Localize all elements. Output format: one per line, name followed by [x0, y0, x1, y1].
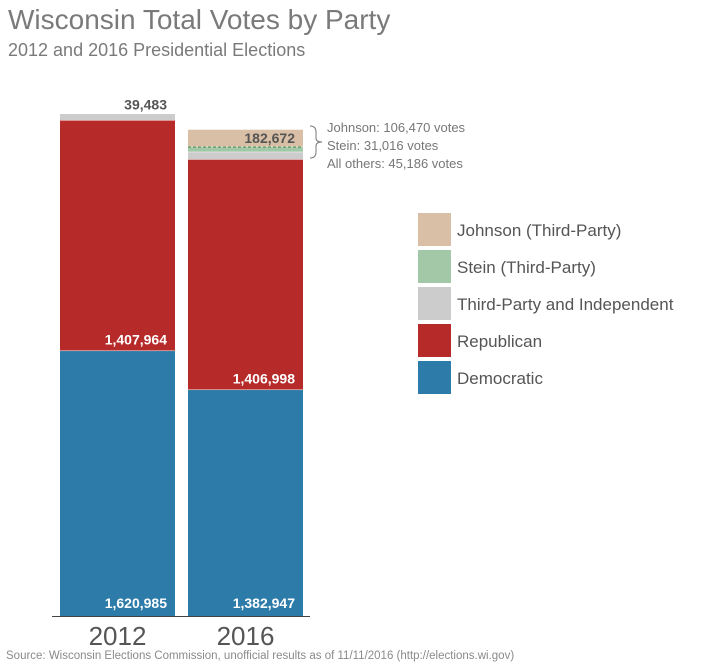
source-note: Source: Wisconsin Elections Commission, …: [6, 650, 515, 662]
label-2016-republican: 1,406,998: [233, 371, 295, 387]
chart-subtitle: 2012 and 2016 Presidential Elections: [8, 40, 306, 60]
bar-2012-other: [60, 113, 175, 120]
label-2016-third-party-total: 182,672: [244, 130, 295, 146]
legend-swatch-democratic: [418, 361, 451, 394]
bars-group: [52, 112, 310, 617]
chart-title: Wisconsin Total Votes by Party: [8, 4, 391, 35]
x-tick-2016: 2016: [217, 621, 275, 651]
legend-label-republican: Republican: [457, 332, 542, 351]
annotation-0: Johnson: 106,470 votes: [327, 120, 466, 135]
labels-group: 1,620,985 1,407,964 39,483 2012 1,382,947 1,4…: [89, 97, 296, 651]
legend-swatch-stein: [418, 250, 451, 283]
legend-label-johnson: Johnson (Third-Party): [457, 221, 621, 240]
separator-2016-johnson: [188, 128, 303, 130]
annotation-2: All others: 45,186 votes: [327, 156, 463, 171]
separator-2012-other: [60, 112, 175, 115]
annotations-group: Johnson: 106,470 votes Stein: 31,016 vote…: [309, 120, 466, 171]
bar-2012-republican: [60, 119, 175, 351]
bar-2012-democratic: [60, 350, 175, 616]
legend-swatch-other: [418, 287, 451, 320]
bar-2016-stein: [188, 146, 303, 152]
brace-icon: [309, 125, 323, 159]
annotation-1: Stein: 31,016 votes: [327, 138, 439, 153]
bar-2016-johnson: [188, 129, 303, 147]
legend-swatch-republican: [418, 324, 451, 357]
label-2012-democratic: 1,620,985: [105, 595, 167, 611]
legend: Johnson (Third-Party) Stein (Third-Party)…: [418, 213, 674, 394]
legend-label-other: Third-Party and Independent: [457, 295, 674, 314]
bar-2016-other: [188, 151, 303, 160]
legend-swatch-johnson: [418, 213, 451, 246]
bar-2016-democratic: [188, 389, 303, 616]
label-2016-democratic: 1,382,947: [233, 595, 295, 611]
label-2012-republican: 1,407,964: [105, 332, 167, 348]
legend-label-democratic: Democratic: [457, 369, 543, 388]
legend-label-stein: Stein (Third-Party): [457, 258, 596, 277]
bar-2016-republican: [188, 159, 303, 390]
label-2012-third-party-total: 39,483: [124, 97, 167, 113]
x-tick-2012: 2012: [89, 621, 147, 651]
